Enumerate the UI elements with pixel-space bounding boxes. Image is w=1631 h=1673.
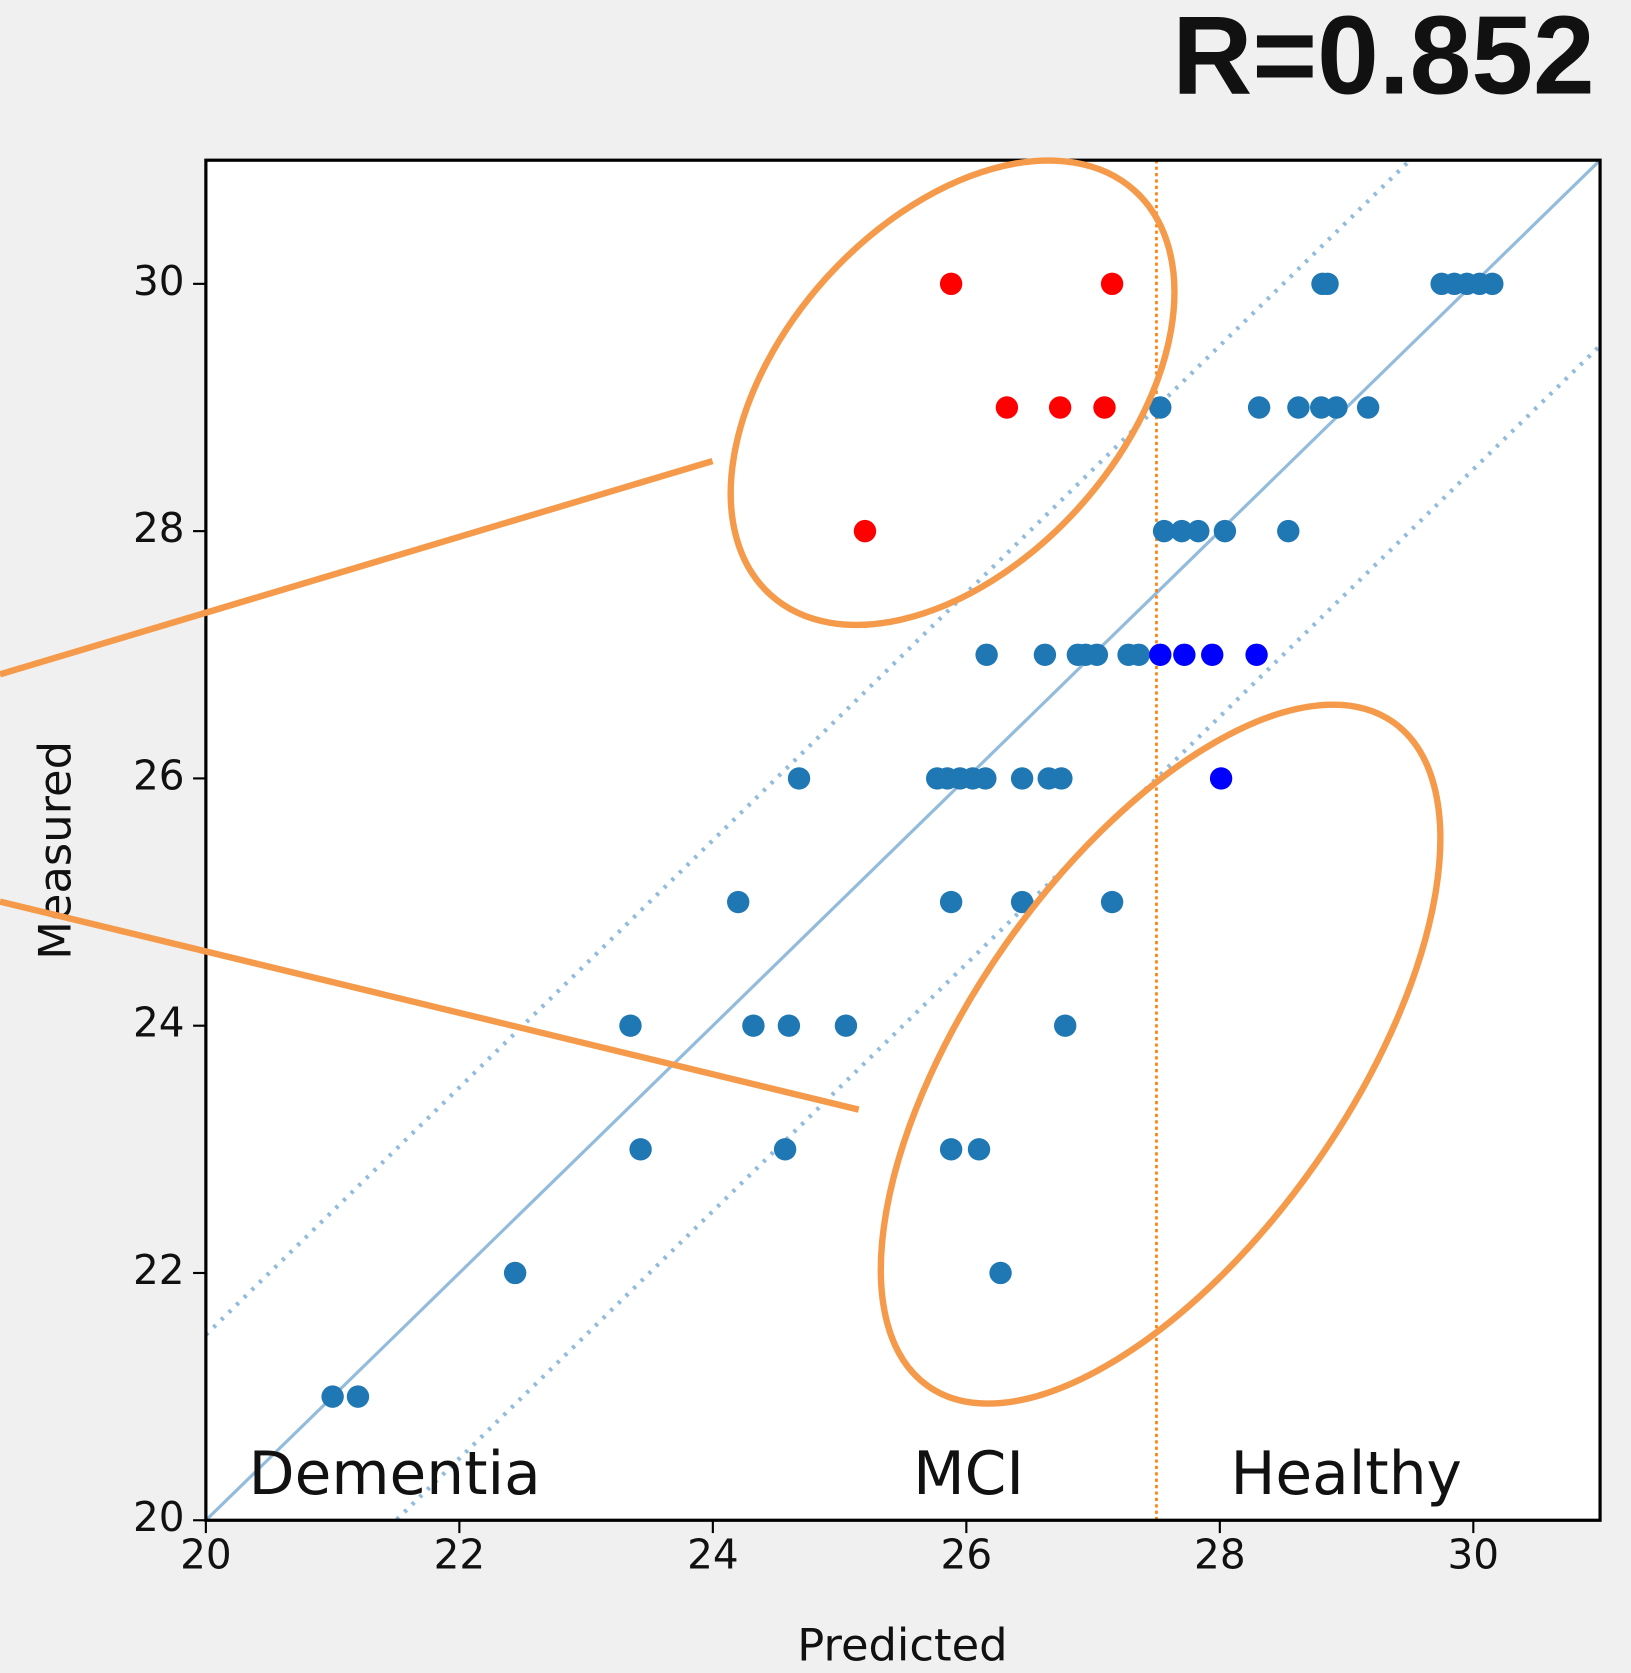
y-tick-label: 28: [133, 504, 185, 552]
point: [773, 1138, 797, 1161]
point: [1247, 396, 1271, 419]
identity-line: [205, 160, 1601, 1521]
point: [1481, 272, 1504, 296]
y-tick-label: 22: [133, 1246, 185, 1294]
highlight-ellipse: [727, 157, 1178, 629]
point: [1127, 643, 1150, 666]
point: [619, 1014, 642, 1037]
point: [1316, 272, 1339, 296]
y-tick-label: 30: [133, 257, 185, 305]
y-tick-label: 20: [133, 1493, 185, 1541]
point: [1277, 519, 1300, 543]
annotation-shapes: [0, 157, 1444, 1407]
point: [742, 1014, 765, 1037]
point: [1152, 519, 1176, 543]
callout-line: [0, 457, 714, 678]
point: [629, 1138, 652, 1161]
point: [1356, 396, 1380, 419]
x-tick-label: 30: [1448, 1531, 1500, 1579]
plot-frame: [204, 158, 1602, 1522]
point: [727, 890, 750, 914]
point: [1010, 767, 1034, 790]
point: [1085, 643, 1109, 666]
region-label: MCI: [913, 1440, 1024, 1509]
point: [1100, 890, 1124, 914]
point: [1033, 643, 1057, 666]
x-axis-label: Predicted: [797, 1618, 1007, 1671]
point: [834, 1014, 858, 1037]
point: [939, 890, 963, 914]
point: [995, 396, 1019, 419]
point: [1209, 767, 1233, 790]
x-tick-label: 24: [687, 1531, 739, 1579]
point: [321, 1385, 344, 1408]
x-tick-label: 28: [1194, 1531, 1246, 1579]
region-label: Dementia: [249, 1440, 541, 1509]
lower-band-line: [392, 344, 1601, 1521]
point: [777, 1014, 801, 1037]
point: [967, 1138, 991, 1161]
point: [1100, 272, 1124, 296]
upper-band-line: [205, 160, 1414, 1337]
chart-title: R=0.852: [1172, 0, 1594, 117]
point: [1201, 643, 1224, 666]
callout-line: [0, 898, 860, 1113]
point: [503, 1261, 527, 1285]
point: [853, 519, 877, 543]
y-tick-label: 26: [133, 751, 185, 799]
y-axis-label: Measured: [29, 741, 82, 960]
point: [939, 272, 963, 296]
point: [1093, 396, 1116, 419]
highlight-ellipse: [877, 701, 1444, 1407]
point: [1173, 643, 1196, 666]
point: [1287, 396, 1310, 419]
point: [939, 1138, 963, 1161]
point: [1010, 890, 1034, 914]
point: [1245, 643, 1268, 666]
x-tick-label: 20: [180, 1531, 232, 1579]
point: [989, 1261, 1012, 1285]
x-tick-label: 26: [941, 1531, 993, 1579]
point: [1149, 643, 1172, 666]
point: [974, 767, 997, 790]
point: [1325, 396, 1348, 419]
point: [1050, 767, 1073, 790]
point: [1187, 519, 1210, 543]
point: [1054, 1014, 1077, 1037]
point: [1213, 519, 1237, 543]
point: [1048, 396, 1072, 419]
point: [1149, 396, 1172, 419]
point: [975, 643, 998, 666]
point: [787, 767, 811, 790]
point: [1170, 519, 1194, 543]
region-label: Healthy: [1230, 1440, 1461, 1509]
point: [346, 1385, 370, 1408]
x-tick-label: 22: [434, 1531, 486, 1579]
y-tick-label: 24: [133, 999, 185, 1047]
